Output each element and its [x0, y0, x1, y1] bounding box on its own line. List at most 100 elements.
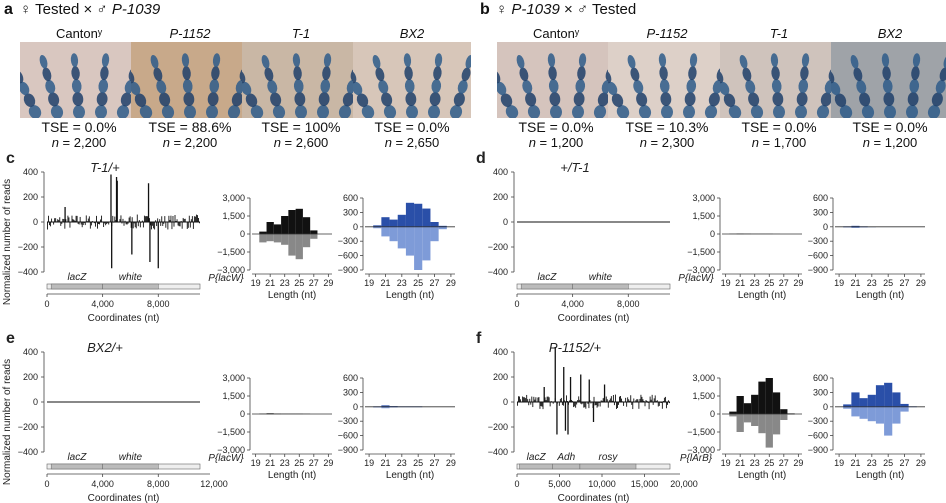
hist-bar-antisense	[900, 406, 909, 412]
hist-bar-sense	[373, 225, 382, 227]
cross-left-a: ♀ Tested × ♂	[20, 1, 112, 18]
hist-bar-antisense	[875, 406, 885, 424]
sample-size: n = 2,650	[384, 135, 440, 150]
gene-label: white	[119, 452, 143, 463]
hist-x-tick-label: 27	[900, 458, 910, 468]
panel-title: +/T-1	[560, 160, 590, 175]
panel-letter-a: a	[4, 1, 13, 18]
cross-left-b: ♀	[496, 1, 512, 18]
cross-description-b: ♀ P-1039 × ♂ Tested	[496, 1, 636, 18]
tse-value: TSE = 0.0% n = 1,200	[831, 120, 946, 151]
y-tick-label: 400	[23, 167, 38, 177]
hist-y-tick-label: 300	[813, 387, 828, 397]
hist-bar-sense	[780, 409, 788, 414]
tse-value: TSE = 10.3% n = 2,300	[608, 119, 726, 151]
tse-value: TSE = 0.0% n = 2,200	[20, 119, 138, 151]
hist-y-tick-label: 0	[353, 222, 358, 232]
hist-bar-sense	[729, 411, 737, 414]
y-tick-label: 400	[493, 167, 508, 177]
tse-text: TSE = 0.0%	[518, 119, 594, 135]
sample-size: n = 1,700	[751, 135, 807, 150]
hist-x-tick-label: 29	[916, 458, 926, 468]
hist-y-tick-label: 3,000	[222, 373, 245, 383]
hist-x-tick-label: 29	[323, 458, 333, 468]
y-tick-label: 200	[493, 192, 508, 202]
hist-bar-antisense	[397, 226, 406, 249]
hist-x-tick-label: 29	[446, 278, 456, 288]
y-tick-label: 0	[503, 397, 508, 407]
hist-x-axis-label: Length (nt)	[386, 290, 434, 301]
tse-value: TSE = 88.6% n = 2,200	[131, 120, 249, 151]
hist-x-tick-label: 23	[867, 458, 877, 468]
x-tick-label: 0	[44, 299, 49, 309]
hist-bar-antisense	[843, 406, 852, 409]
hist-y-tick-label: 0	[240, 229, 245, 239]
hist-bar-antisense	[259, 234, 267, 243]
hist-bar-antisense	[765, 414, 773, 448]
hist-x-tick-label: 19	[721, 458, 731, 468]
sample-size: n = 1,200	[862, 135, 918, 150]
tse-text: TSE = 10.3%	[625, 119, 709, 135]
hist-bar-antisense	[851, 406, 860, 417]
hist-y-tick-label: −600	[338, 251, 358, 261]
hist-y-tick-label: 1,500	[692, 391, 715, 401]
hist-bar-sense	[859, 398, 868, 407]
x-axis-label: Coordinates (nt)	[558, 493, 630, 503]
hist-x-tick-label: 21	[265, 278, 275, 288]
hist-x-tick-label: 21	[380, 278, 390, 288]
hist-bar-sense	[414, 203, 423, 227]
hist-bar-antisense	[892, 406, 901, 424]
hist-bar-sense	[843, 404, 852, 407]
hist-bar-sense	[743, 403, 752, 414]
hist-bar-antisense	[743, 414, 752, 423]
hist-bar-antisense	[273, 234, 282, 243]
tse-value: TSE = 100% n = 2,600	[242, 120, 360, 151]
x-tick-label: 20,000	[670, 479, 698, 489]
photo-label: Cantonʸ	[55, 26, 103, 41]
panel-letter-e: e	[6, 330, 15, 347]
hist-x-axis-label: Length (nt)	[738, 290, 786, 301]
hist-y-tick-label: −300	[338, 236, 358, 246]
hist-bar-sense	[900, 403, 909, 407]
tse-text: TSE = 0.0%	[41, 119, 117, 135]
hist-bar-antisense	[851, 226, 860, 228]
hist-x-tick-label: 23	[750, 458, 760, 468]
hist-bar-sense	[751, 394, 759, 414]
cross-strain-a: P-1039	[111, 1, 161, 18]
y-tick-label: 200	[493, 372, 508, 382]
hist-y-tick-label: 0	[710, 409, 715, 419]
hist-x-tick-label: 25	[883, 278, 893, 288]
y-tick-label: −200	[488, 422, 508, 432]
hist-x-tick-label: 23	[750, 278, 760, 288]
hist-bar-antisense	[422, 226, 431, 261]
hist-x-tick-label: 23	[397, 458, 407, 468]
hist-x-tick-label: 27	[900, 278, 910, 288]
x-tick-label: 10,000	[588, 479, 616, 489]
hist-bar-antisense	[758, 414, 766, 434]
panel-title: P-1152/+	[549, 340, 602, 355]
hist-bar-antisense	[859, 406, 868, 419]
hist-y-tick-label: 0	[823, 222, 828, 232]
hist-bar-antisense	[389, 226, 398, 242]
hist-bar-sense	[758, 381, 766, 414]
gene-block	[579, 463, 637, 470]
hist-bar-sense	[381, 405, 390, 407]
hist-x-tick-label: 27	[430, 458, 440, 468]
hist-y-tick-label: 0	[353, 402, 358, 412]
hist-bar-antisense	[736, 414, 744, 432]
hist-y-tick-label: −1,500	[687, 247, 715, 257]
ovary-photo	[497, 42, 615, 118]
photo-label: BX2	[399, 26, 425, 41]
hist-x-tick-label: 19	[364, 458, 374, 468]
panel-letter-c: c	[6, 150, 15, 167]
hist-bar-sense	[875, 385, 885, 407]
y-tick-label: −400	[18, 447, 38, 457]
panel-letter-f: f	[476, 330, 482, 347]
panel-title: BX2/+	[87, 340, 123, 355]
y-tick-label: −400	[18, 267, 38, 277]
hist-x-axis-label: Length (nt)	[738, 470, 786, 481]
hist-x-tick-label: 21	[850, 278, 860, 288]
hist-bar-antisense	[884, 406, 893, 436]
hist-bar-sense	[765, 378, 773, 414]
hist-x-tick-label: 23	[280, 278, 290, 288]
